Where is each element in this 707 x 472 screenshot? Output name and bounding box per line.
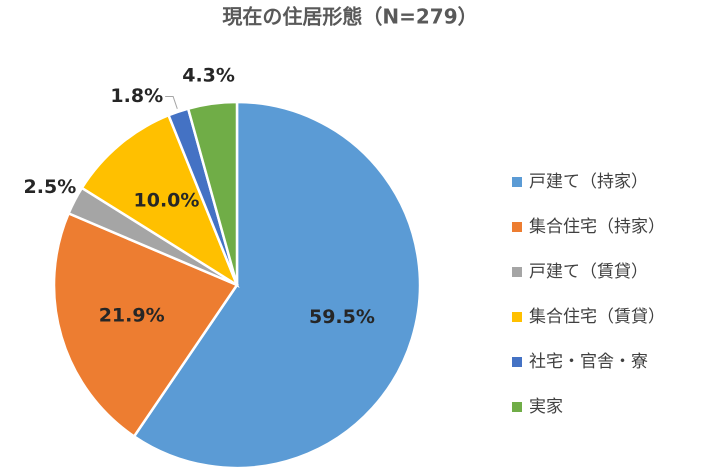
legend-swatch [512, 402, 522, 412]
legend-label: 戸建て（持家） [529, 172, 648, 192]
legend-label: 実家 [529, 397, 563, 417]
pie-slice [132, 100, 422, 470]
data-label: 4.3% [182, 64, 235, 86]
legend-swatch [512, 312, 522, 322]
leader-line [165, 96, 178, 110]
legend-label: 社宅・官舎・寮 [529, 352, 648, 372]
legend-label: 集合住宅（持家） [529, 217, 665, 237]
data-label: 59.5% [309, 306, 375, 328]
chart-title: 現在の住居形態（N=279） [222, 5, 477, 29]
data-label: 10.0% [134, 189, 200, 211]
data-label: 2.5% [24, 176, 77, 198]
legend-label: 集合住宅（賃貸） [529, 307, 665, 327]
pie-slice [80, 113, 240, 289]
legend-swatch [512, 222, 522, 232]
legend-swatch [512, 177, 522, 187]
data-label: 1.8% [110, 85, 163, 107]
pie-slice [52, 211, 239, 439]
data-label: 21.9% [99, 304, 165, 326]
pie-slice [186, 100, 239, 286]
legend-swatch [512, 267, 522, 277]
legend-swatch [512, 357, 522, 367]
legend-label: 戸建て（賃貸） [529, 262, 648, 282]
